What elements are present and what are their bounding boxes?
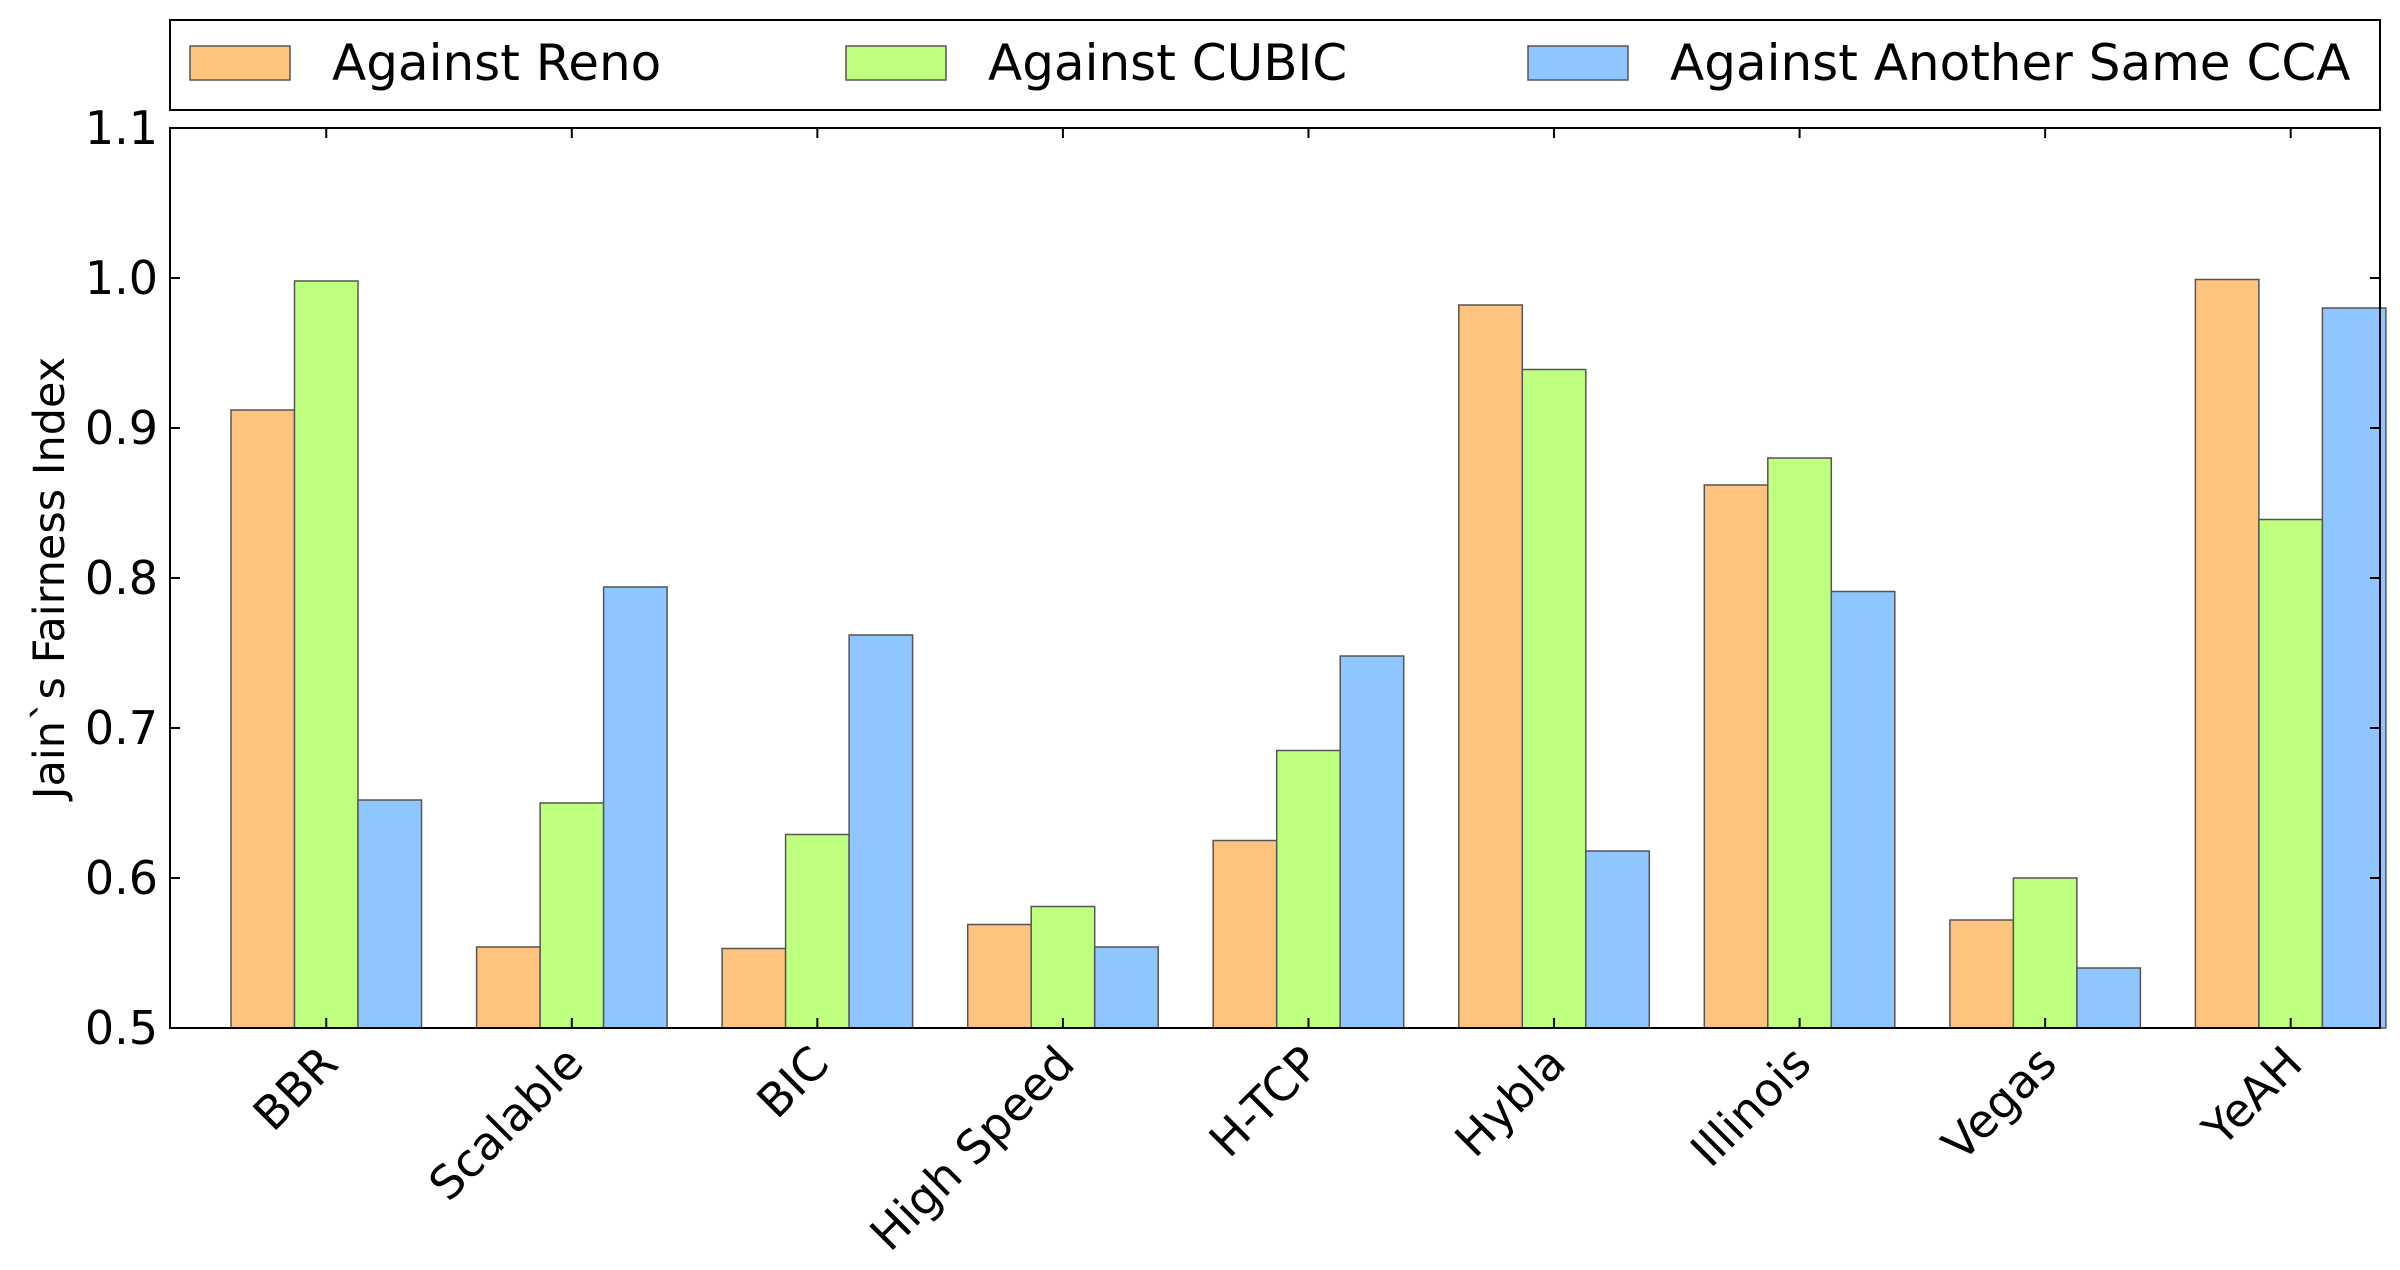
x-tick-label: BBR (243, 1036, 348, 1141)
y-tick-label: 0.5 (85, 1001, 158, 1055)
legend-label-2: Against CUBIC (988, 34, 1347, 92)
bar-illinois-series-3 (1830, 590, 1896, 1029)
bar-bbr-series-2 (293, 280, 359, 1029)
legend: Against Reno Against CUBIC Against Another… (169, 19, 2381, 111)
plot-frame (169, 127, 2381, 1029)
bar-illinois-series-2 (1767, 457, 1833, 1029)
bars (230, 278, 2387, 1029)
y-axis: 0.5 0.6 0.7 0.8 0.9 1.0 1.1 (85, 101, 2380, 1055)
x-tick-label: Vegas (1931, 1036, 2066, 1171)
bar-hybla-series-2 (1521, 368, 1587, 1029)
bar-scalable-series-2 (539, 802, 605, 1029)
bar-h-tcp-series-3 (1339, 655, 1405, 1029)
legend-swatch-1 (189, 45, 291, 81)
x-tick-label: H-TCP (1199, 1036, 1331, 1168)
bar-bbr-series-1 (230, 409, 296, 1029)
y-tick-label: 1.1 (85, 101, 158, 155)
bar-vegas-series-2 (2012, 877, 2078, 1029)
y-axis-label: Jain`s Fairness Index (25, 357, 75, 802)
y-tick-label: 1.0 (85, 251, 158, 305)
legend-label-1: Against Reno (332, 34, 661, 92)
y-tick-label: 0.7 (85, 701, 158, 755)
legend-label-3: Against Another Same CCA (1670, 34, 2350, 92)
legend-swatch-3 (1527, 45, 1629, 81)
x-tick-label: Scalable (418, 1036, 593, 1211)
bar-high-speed-series-3 (1093, 946, 1159, 1029)
bar-scalable-series-3 (602, 586, 668, 1029)
bar-yeah-series-1 (2194, 278, 2260, 1029)
y-tick-label: 0.6 (85, 851, 158, 905)
bar-bbr-series-3 (357, 799, 423, 1029)
bar-yeah-series-2 (2258, 518, 2324, 1029)
y-tick-label: 0.9 (85, 401, 158, 455)
x-tick-label: BIC (746, 1036, 839, 1129)
y-tick-label: 0.8 (85, 551, 158, 605)
x-tick-label: YeAH (2191, 1036, 2312, 1157)
bar-bic-series-1 (721, 947, 787, 1029)
bar-vegas-series-3 (2076, 967, 2142, 1029)
x-tick-label: High Speed (859, 1036, 1084, 1261)
bar-bic-series-3 (848, 634, 914, 1029)
bar-h-tcp-series-2 (1275, 749, 1341, 1029)
legend-swatch-2 (845, 45, 947, 81)
bar-yeah-series-3 (2321, 307, 2387, 1029)
x-axis: BBR Scalable BIC High Speed H-TCP Hybla Illino… (243, 128, 2312, 1261)
bar-h-tcp-series-1 (1212, 839, 1278, 1029)
bar-hybla-series-1 (1458, 304, 1524, 1029)
x-tick-label: Illinois (1680, 1036, 1821, 1177)
bar-vegas-series-1 (1949, 919, 2015, 1029)
bar-high-speed-series-2 (1030, 905, 1096, 1029)
bar-scalable-series-1 (475, 946, 541, 1029)
bar-high-speed-series-1 (966, 923, 1032, 1029)
bar-illinois-series-1 (1703, 484, 1769, 1029)
legend-frame (169, 19, 2381, 111)
x-tick-label: Hybla (1444, 1036, 1576, 1168)
bar-bic-series-2 (784, 833, 850, 1029)
bar-hybla-series-3 (1585, 850, 1651, 1029)
